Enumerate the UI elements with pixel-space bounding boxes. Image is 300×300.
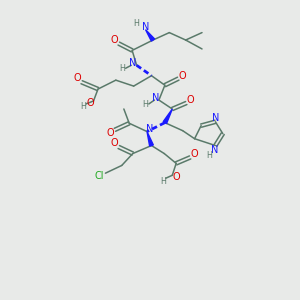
Text: H: H (80, 102, 86, 111)
Text: O: O (179, 71, 187, 81)
Text: N: N (146, 124, 153, 134)
Text: H: H (206, 151, 212, 160)
Text: O: O (86, 98, 94, 108)
Text: N: N (142, 22, 149, 32)
Text: O: O (107, 128, 114, 138)
Text: N: N (152, 93, 160, 103)
Text: H: H (134, 19, 140, 28)
Text: O: O (110, 139, 118, 148)
Text: H: H (160, 177, 166, 186)
Text: O: O (172, 172, 180, 182)
Text: N: N (212, 113, 220, 123)
Polygon shape (146, 30, 154, 41)
Text: O: O (191, 149, 198, 159)
Text: Cl: Cl (94, 171, 104, 181)
Text: H: H (119, 64, 125, 73)
Text: N: N (211, 145, 218, 155)
Text: N: N (129, 58, 137, 68)
Text: H: H (142, 100, 148, 109)
Text: O: O (110, 35, 118, 45)
Text: O: O (187, 95, 194, 105)
Polygon shape (163, 109, 172, 124)
Polygon shape (147, 132, 153, 146)
Text: O: O (74, 74, 81, 83)
